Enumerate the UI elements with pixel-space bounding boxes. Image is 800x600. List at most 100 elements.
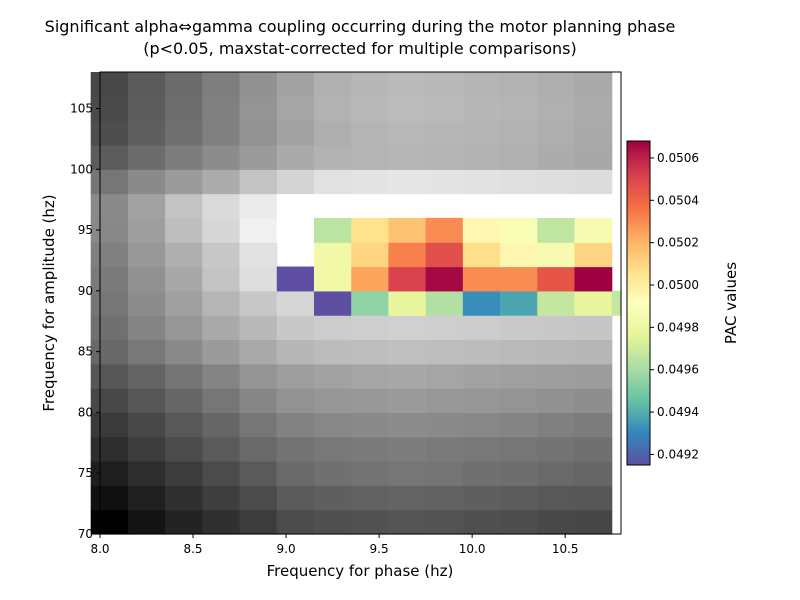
heatmap-cell <box>239 509 278 535</box>
heatmap-cell <box>425 72 464 97</box>
heatmap-cell <box>202 436 241 462</box>
significant-pac-cell <box>351 266 390 292</box>
y-tick-label: 70 <box>78 527 93 541</box>
heatmap-cell <box>351 315 390 341</box>
heatmap-cell <box>202 412 241 438</box>
heatmap-cell <box>425 96 464 122</box>
heatmap-cell <box>276 363 315 389</box>
heatmap-cell <box>388 436 427 462</box>
heatmap-cell <box>500 339 538 365</box>
heatmap-cell <box>425 509 464 535</box>
heatmap-cell <box>500 412 538 438</box>
heatmap-cell <box>165 363 203 389</box>
heatmap-cell <box>165 120 203 146</box>
significant-pac-cell <box>313 266 352 292</box>
significant-pac-cell <box>388 217 427 243</box>
significant-pac-cell <box>276 266 315 292</box>
heatmap-cell <box>239 363 278 389</box>
heatmap-cell <box>239 339 278 365</box>
heatmap-cell <box>239 169 278 195</box>
significant-pac-cell <box>574 242 613 268</box>
heatmap-cell <box>574 388 613 414</box>
significant-pac-cell <box>462 217 501 243</box>
heatmap-cell <box>574 339 613 365</box>
heatmap-cell <box>276 315 315 341</box>
heatmap-cell <box>276 461 315 486</box>
significant-pac-cell <box>351 290 390 316</box>
heatmap-cell <box>165 96 203 122</box>
heatmap-cell <box>165 72 203 97</box>
heatmap-cell <box>425 169 464 195</box>
heatmap-cell <box>388 363 427 389</box>
heatmap-cell <box>388 339 427 365</box>
chart-title: Significant alpha⇔gamma coupling occurri… <box>45 17 676 36</box>
colorbar-tick-label: 0.0504 <box>657 193 699 207</box>
significant-pac-cell <box>351 242 390 268</box>
heatmap-cell <box>351 144 390 170</box>
heatmap-cell <box>165 412 203 438</box>
heatmap-cell <box>500 96 538 122</box>
heatmap-cell <box>90 388 129 414</box>
heatmap-cell <box>574 412 613 438</box>
x-tick-label: 10.5 <box>552 542 579 556</box>
heatmap-cell <box>500 388 538 414</box>
heatmap-cell <box>165 461 203 486</box>
heatmap-cells <box>90 72 622 535</box>
heatmap-cell <box>239 96 278 122</box>
heatmap-cell <box>165 339 203 365</box>
heatmap-cell <box>239 120 278 146</box>
heatmap-cell <box>239 412 278 438</box>
heatmap-cell <box>462 144 501 170</box>
heatmap-cell <box>202 461 241 486</box>
significant-pac-cell <box>537 242 576 268</box>
heatmap-cell <box>462 339 501 365</box>
x-tick-label: 9.5 <box>370 542 389 556</box>
heatmap-cell <box>90 436 129 462</box>
heatmap-cell <box>165 509 203 535</box>
heatmap-cell <box>165 436 203 462</box>
significant-pac-cell <box>611 290 622 316</box>
heatmap-cell <box>202 217 241 243</box>
y-axis: 70 75 80 85 90 95 100 105 <box>70 101 100 541</box>
significant-pac-cell <box>537 217 576 243</box>
heatmap-cell <box>202 315 241 341</box>
heatmap-cell <box>425 412 464 438</box>
heatmap-cell <box>165 485 203 511</box>
heatmap-cell <box>351 509 390 535</box>
heatmap-cell <box>537 412 576 438</box>
heatmap-cell <box>500 363 538 389</box>
heatmap-cell <box>90 242 129 268</box>
heatmap-cell <box>537 169 576 195</box>
significant-pac-cell <box>425 217 464 243</box>
heatmap-cell <box>425 461 464 486</box>
heatmap-cell <box>351 120 390 146</box>
colorbar-tick-label: 0.0494 <box>657 405 699 419</box>
heatmap-cell <box>239 72 278 97</box>
significant-pac-cell <box>313 217 352 243</box>
heatmap-cell <box>574 461 613 486</box>
heatmap-cell <box>500 315 538 341</box>
heatmap-cell <box>574 436 613 462</box>
heatmap-cell <box>388 461 427 486</box>
heatmap-cell <box>202 266 241 292</box>
heatmap-cell <box>313 509 352 535</box>
heatmap-cell <box>127 461 166 486</box>
heatmap-cell <box>425 388 464 414</box>
heatmap-cell <box>537 485 576 511</box>
heatmap-cell <box>165 315 203 341</box>
heatmap-cell <box>127 290 166 316</box>
heatmap-cell <box>351 72 390 97</box>
heatmap-cell <box>313 436 352 462</box>
significant-pac-cell <box>388 290 427 316</box>
heatmap-cell <box>90 509 129 535</box>
heatmap-cell <box>90 485 129 511</box>
x-tick-label: 8.0 <box>90 542 109 556</box>
colorbar-label: PAC values <box>722 262 740 344</box>
heatmap-cell <box>462 412 501 438</box>
heatmap-cell <box>351 436 390 462</box>
heatmap-cell <box>202 509 241 535</box>
y-tick-label: 90 <box>78 284 93 298</box>
heatmap-cell <box>313 485 352 511</box>
heatmap-cell <box>425 315 464 341</box>
